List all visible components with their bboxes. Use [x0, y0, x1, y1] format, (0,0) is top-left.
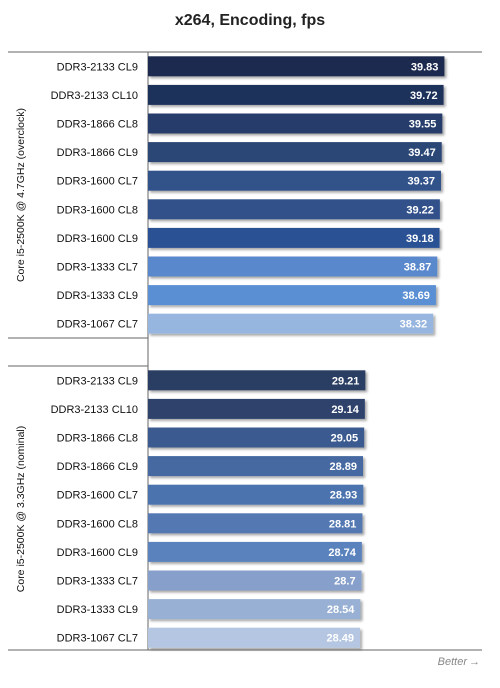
- bar: [148, 427, 365, 448]
- bar: [148, 113, 443, 134]
- value-label: 28.54: [327, 604, 355, 616]
- category-label: DDR3-1866 CL9: [57, 147, 138, 159]
- category-label: DDR3-1333 CL9: [57, 290, 138, 302]
- value-label: 29.21: [332, 375, 360, 387]
- category-label: DDR3-1866 CL8: [57, 119, 138, 131]
- bar: [148, 627, 361, 648]
- bar: [148, 170, 441, 191]
- category-label: DDR3-1866 CL9: [57, 461, 138, 473]
- bar: [148, 541, 362, 562]
- category-label: DDR3-2133 CL10: [51, 404, 138, 416]
- bar: [148, 370, 366, 391]
- value-label: 39.37: [407, 176, 435, 188]
- bar: [148, 199, 440, 220]
- category-label: DDR3-2133 CL9: [57, 61, 138, 73]
- category-label: DDR3-1600 CL7: [57, 176, 138, 188]
- better-label: Better: [437, 656, 467, 668]
- value-label: 39.83: [411, 61, 439, 73]
- value-label: 39.72: [410, 90, 438, 102]
- category-label: DDR3-1067 CL7: [57, 319, 138, 331]
- bar: [148, 456, 363, 477]
- category-label: DDR3-1866 CL8: [57, 433, 138, 445]
- value-label: 38.69: [402, 290, 430, 302]
- bar: [148, 142, 442, 163]
- bar: [148, 484, 364, 505]
- value-label: 28.7: [334, 576, 355, 588]
- chart-title: x264, Encoding, fps: [174, 12, 326, 29]
- category-label: DDR3-1333 CL7: [57, 262, 138, 274]
- group-label: Core i5-2500K @ 4.7GHz (overclock): [15, 108, 27, 282]
- bar: [148, 513, 363, 534]
- better-indicator: Better →: [438, 656, 480, 668]
- group-label: Core i5-2500K @ 3.3GHz (nominal): [15, 426, 27, 592]
- value-label: 38.32: [400, 319, 428, 331]
- value-label: 28.89: [329, 461, 357, 473]
- value-label: 29.14: [331, 404, 359, 416]
- value-label: 39.18: [406, 233, 434, 245]
- bar: [148, 84, 444, 105]
- bar: [148, 285, 436, 306]
- category-label: DDR3-1333 CL9: [57, 604, 138, 616]
- category-label: DDR3-1600 CL9: [57, 233, 138, 245]
- category-label: DDR3-2133 CL10: [51, 90, 138, 102]
- value-label: 28.74: [328, 547, 356, 559]
- category-label: DDR3-2133 CL9: [57, 375, 138, 387]
- category-label: DDR3-1067 CL7: [57, 633, 138, 645]
- value-label: 39.55: [409, 119, 437, 131]
- value-label: 28.49: [326, 633, 354, 645]
- bar: [148, 56, 445, 77]
- category-label: DDR3-1600 CL8: [57, 204, 138, 216]
- bar: [148, 313, 434, 334]
- bar: [148, 570, 362, 591]
- arrow-right-icon: →: [469, 656, 480, 668]
- value-label: 38.87: [404, 262, 432, 274]
- category-label: DDR3-1600 CL7: [57, 490, 138, 502]
- category-label: DDR3-1600 CL8: [57, 518, 138, 530]
- category-label: DDR3-1333 CL7: [57, 576, 138, 588]
- value-label: 39.47: [408, 147, 436, 159]
- bar: [148, 256, 438, 277]
- value-label: 28.93: [330, 490, 358, 502]
- category-label: DDR3-1600 CL9: [57, 547, 138, 559]
- value-label: 29.05: [331, 433, 359, 445]
- bar: [148, 599, 361, 620]
- value-label: 28.81: [329, 518, 357, 530]
- value-label: 39.22: [406, 204, 434, 216]
- bar: [148, 398, 365, 419]
- bar: [148, 227, 440, 248]
